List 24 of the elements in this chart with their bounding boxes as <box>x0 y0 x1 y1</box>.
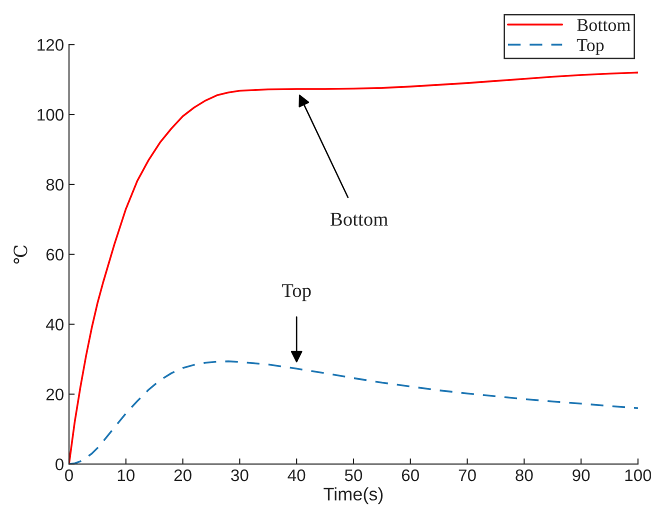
annotation: Top <box>282 284 311 302</box>
x-tick-label: 10 <box>118 469 135 482</box>
y-tick-label: 20 <box>46 388 64 400</box>
x-axis-title: Time(s) <box>324 487 383 504</box>
y-tick-label: 100 <box>38 108 64 121</box>
x-tick-label: 90 <box>572 469 590 482</box>
legend-label: Top <box>576 39 604 55</box>
x-tick-label: 80 <box>516 469 533 482</box>
x-tick-label: 30 <box>231 469 248 482</box>
y-tick-label: 120 <box>38 39 64 51</box>
y-tick-label: 40 <box>46 318 64 330</box>
x-tick-label: 60 <box>402 469 420 482</box>
x-tick-label: 70 <box>458 469 476 482</box>
y-tick-label: 60 <box>46 248 64 261</box>
x-tick-label: 0 <box>65 469 73 482</box>
annotation: Bottom <box>330 212 388 226</box>
x-tick-label: 40 <box>288 469 306 482</box>
x-tick-label: 20 <box>174 469 192 482</box>
legend-label: Bottom <box>577 19 630 32</box>
y-axis-title: ℃ <box>14 245 28 264</box>
x-tick-label: 50 <box>344 469 362 482</box>
y-tick-label: 80 <box>46 178 64 191</box>
x-tick-label: 100 <box>625 469 651 482</box>
y-tick-label: 0 <box>56 458 64 470</box>
